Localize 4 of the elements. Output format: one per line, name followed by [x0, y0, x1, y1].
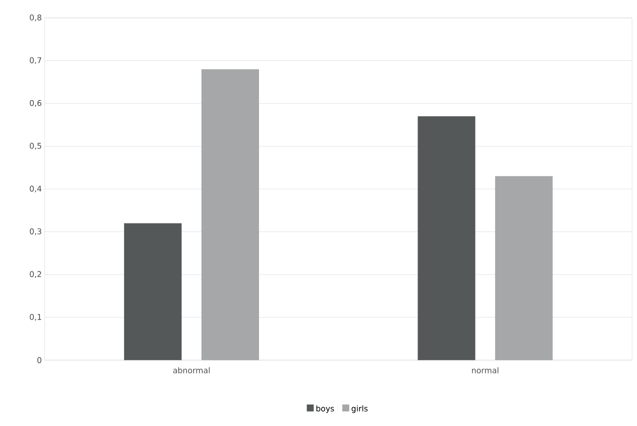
bar — [418, 116, 476, 360]
bar — [495, 176, 553, 360]
bar — [124, 223, 182, 360]
bar — [201, 69, 260, 360]
